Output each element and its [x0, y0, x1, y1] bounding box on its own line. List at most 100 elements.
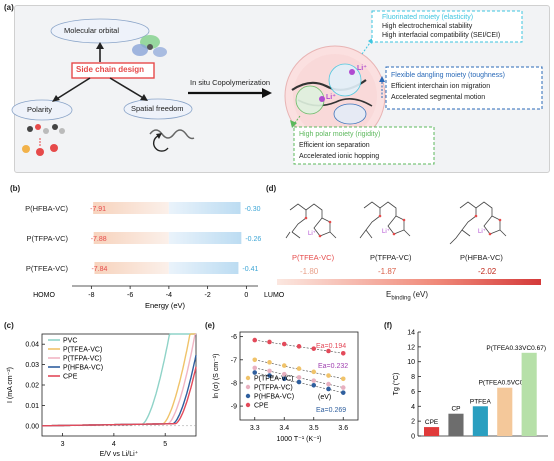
legend-label: P(HFBA-VC) [254, 394, 294, 401]
spatial-chain-icon [149, 129, 195, 152]
data-point [252, 337, 258, 343]
data-point [326, 348, 331, 354]
x-tick-label: 4 [112, 441, 116, 448]
binding-energy-e: E [386, 290, 392, 299]
bar-category-label: CP [451, 406, 460, 413]
legend-label: PVC [63, 338, 77, 345]
homo-value-label: -7.88 [91, 236, 107, 243]
data-point [340, 385, 346, 390]
data-point [311, 369, 317, 375]
data-point [281, 376, 287, 382]
lumo-axis-label: LUMO [264, 292, 285, 299]
legend-marker [245, 384, 251, 390]
y-axis-title: ln (σ) (S cm⁻¹) [213, 354, 220, 399]
plot-frame [239, 331, 359, 421]
molecule-name: P(TFPA-VC) [370, 253, 412, 262]
y-tick-label: -9 [231, 404, 237, 411]
data-point [267, 339, 272, 345]
unit-note: (eV) [318, 394, 331, 401]
panel-d-label: (d) [266, 184, 277, 193]
data-point [281, 341, 287, 347]
molecule-tfea-li: Li⁺ [308, 231, 316, 237]
y-tick-label: 2 [411, 419, 415, 426]
spatial-freedom-text: Spatial freedom [131, 104, 184, 113]
panel-e-label: (e) [205, 321, 215, 330]
y-tick-label: -6 [231, 334, 237, 341]
flexible-box [385, 66, 543, 110]
molecule-hfba [449, 201, 507, 245]
homo-bar [93, 232, 169, 244]
tg-bar [521, 352, 537, 436]
homo-value-label: -7.84 [91, 266, 107, 273]
panel-a-graphics [11, 10, 543, 165]
series-line [42, 354, 197, 427]
x-tick-label: 5 [163, 441, 167, 448]
homo-bar [94, 262, 169, 274]
polar-title: High polar moiety (rigidity) [299, 131, 381, 138]
molecule-tfpa-li: Li⁺ [382, 229, 390, 235]
data-point [281, 371, 287, 377]
legend-label: P(TFEA-VC) [254, 376, 293, 383]
data-point [252, 357, 258, 363]
ea-annotation: Ea=0.269 [316, 407, 346, 414]
series-line [42, 333, 197, 427]
legend-label: CPE [254, 403, 269, 410]
molecule-name: P(TFEA-VC) [292, 253, 335, 262]
binding-energy-label: Ebinding (eV) [386, 290, 428, 302]
flexible-line-1: Efficient interchain ion migration [391, 83, 491, 90]
fluorinated-line-1: High electrochemical stability [382, 23, 473, 30]
polar-box [293, 126, 435, 165]
data-point [326, 381, 331, 387]
fit-line [254, 367, 344, 388]
category-label: P(TFPA-VC) [26, 234, 68, 243]
x-axis-title: Energy (eV) [145, 301, 186, 310]
legend-label: P(TFPA-VC) [254, 385, 293, 392]
tg-bar [448, 413, 464, 436]
x-axis-title: 1000 T⁻¹ (K⁻¹) [277, 436, 322, 443]
tg-bar [424, 427, 440, 436]
panel-f-label: (f) [384, 321, 392, 330]
fluorinated-title: Fluorinated moiety (elasticity) [382, 14, 474, 21]
x-tick-label: 0 [244, 292, 248, 299]
lumo-bar [168, 262, 239, 274]
tg-bar [472, 406, 488, 436]
binding-energy-value: -1.80 [300, 267, 319, 276]
side-chain-design-box [71, 62, 155, 79]
y-tick-label: 4 [411, 404, 415, 411]
flexible-title: Flexible dangling moiety (toughness) [391, 72, 506, 79]
x-axis-title: E/V vs Li/Li⁺ [100, 450, 139, 458]
polarity-molecule-icon [22, 124, 65, 156]
y-tick-label: 0.04 [25, 342, 39, 349]
x-tick-label: -8 [88, 292, 94, 299]
fit-line [254, 359, 344, 380]
x-tick-label: -2 [205, 292, 211, 299]
spatial-freedom-ellipse [123, 98, 193, 120]
x-tick-label: 3.3 [250, 425, 260, 432]
homo-value-label: -7.91 [90, 206, 106, 213]
data-point [311, 378, 317, 383]
copolymerization-text: In situ Copolymerization [190, 78, 271, 87]
binding-energy-unit: (eV) [410, 290, 429, 299]
y-tick-label: 14 [407, 330, 415, 337]
category-label: P(TFEA-VC) [26, 264, 69, 273]
lumo-bar [168, 202, 241, 214]
panel-a-label: (a) [4, 3, 14, 12]
category-label: P(HFBA-VC) [25, 204, 68, 213]
y-tick-label: 0 [411, 434, 415, 441]
data-point [296, 379, 302, 385]
legend-label: CPE [63, 374, 78, 381]
y-tick-label: -8 [231, 380, 237, 387]
legend-label: P(TFPA-VC) [63, 356, 102, 363]
polarity-ellipse [11, 99, 73, 121]
lumo-value-label: -0.26 [245, 236, 261, 243]
data-point [311, 346, 317, 351]
homo-axis-label: HOMO [33, 292, 55, 299]
data-point [252, 370, 258, 375]
polarity-text: Polarity [27, 105, 53, 114]
ea-annotation: Ea=0.232 [318, 363, 348, 370]
x-tick-label: 3.6 [338, 425, 348, 432]
panel-b-label: (b) [10, 184, 21, 193]
binding-energy-sub: binding [391, 295, 411, 302]
data-point [281, 363, 287, 368]
legend-marker [245, 375, 251, 381]
